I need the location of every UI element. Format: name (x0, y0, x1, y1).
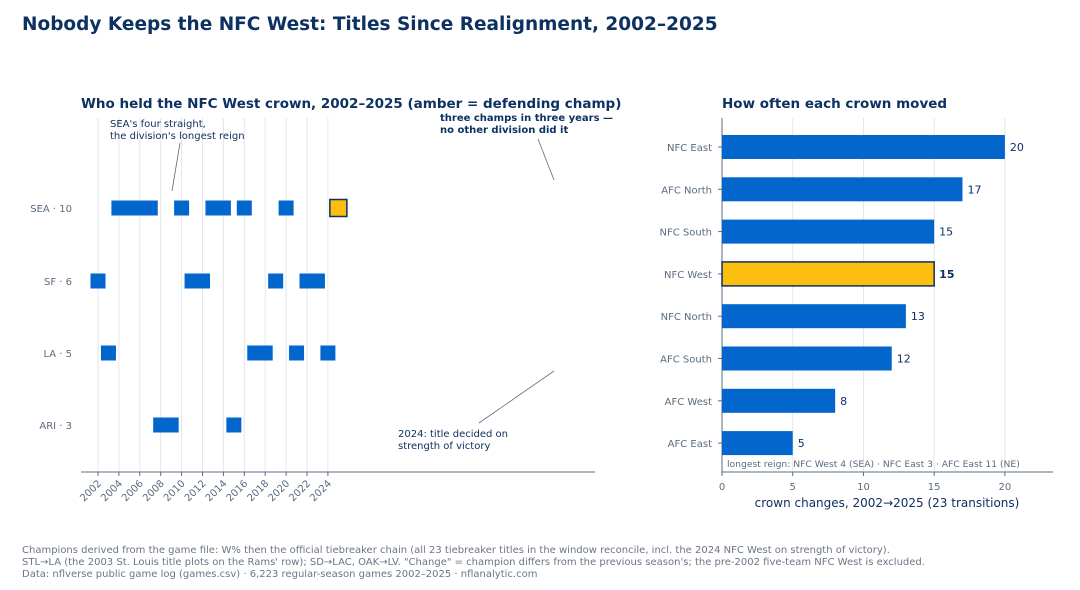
timeline-annotation-text: SEA's four straight, (110, 119, 206, 130)
bar-value-label: 15 (939, 268, 954, 281)
footer-note-3: Data: nflverse public game log (games.cs… (22, 569, 538, 580)
bar-value-label: 17 (967, 183, 981, 196)
bar-x-tick-label: 10 (857, 482, 870, 493)
timeline-row-label: SEA · 10 (30, 204, 72, 215)
timeline-x-tick-label: 2008 (141, 478, 167, 504)
bar-x-tick-label: 5 (790, 482, 796, 493)
title-marker (90, 273, 106, 289)
title-marker (309, 273, 325, 289)
timeline-x-tick-label: 2004 (99, 478, 125, 504)
title-marker (195, 273, 210, 289)
bar-x-tick-label: 15 (928, 482, 941, 493)
bar-category-label: AFC South (660, 355, 712, 366)
title-marker (226, 417, 242, 433)
bar-category-label: NFC West (664, 270, 712, 281)
bar (722, 177, 963, 202)
title-marker (142, 200, 158, 216)
timeline-annotation-text: strength of victory (398, 441, 490, 452)
bar-category-label: NFC East (667, 143, 712, 154)
timeline-annotation-leader (478, 370, 555, 424)
timeline-x-tick-label: 2022 (287, 478, 313, 504)
bar-value-label: 12 (897, 353, 911, 366)
bar (722, 135, 1005, 159)
defending-champ-marker (329, 198, 348, 218)
title-marker (215, 200, 231, 216)
timeline-annotation-text: 2024: title decided on (398, 429, 508, 440)
timeline-x-tick-label: 2014 (204, 478, 230, 504)
bar-category-label: AFC North (661, 185, 712, 196)
bar-value-label: 15 (939, 226, 953, 239)
bar (722, 346, 892, 371)
title-marker (268, 273, 284, 289)
timeline-row-label: ARI · 3 (39, 421, 72, 432)
bar-value-label: 20 (1010, 141, 1024, 154)
title-marker (100, 345, 116, 361)
bar-highlighted (721, 261, 935, 287)
timeline-annotation-text: three champs in three years — (440, 113, 613, 124)
title-marker (278, 200, 294, 216)
timeline-x-tick-label: 2018 (246, 478, 272, 504)
bar-x-tick-label: 20 (999, 482, 1012, 493)
footer-note-2: STL→LA (the 2003 St. Louis title plots o… (22, 557, 925, 568)
timeline-x-tick-label: 2010 (162, 478, 188, 504)
bar (722, 304, 906, 329)
timeline-annotation-text: no other division did it (440, 125, 568, 136)
bar-value-label: 8 (840, 395, 847, 408)
title-marker (289, 345, 305, 361)
main-title: Nobody Keeps the NFC West: Titles Since … (22, 14, 718, 35)
timeline-row-label: SF · 6 (44, 277, 72, 288)
bar-category-label: AFC West (665, 397, 712, 408)
bar-x-axis-label: crown changes, 2002→2025 (23 transitions… (755, 496, 1020, 510)
timeline-x-tick-label: 2024 (308, 478, 334, 504)
title-marker (163, 417, 179, 433)
crown-changes-bar-chart: How often each crown moved 0 5 10 15 20 NFC Ea… (660, 96, 1053, 510)
bar-chart-title: How often each crown moved (722, 96, 947, 112)
timeline-annotation-text: the division's longest reign (110, 131, 245, 142)
timeline-x-tick-label: 2006 (120, 478, 146, 504)
bar-category-label: AFC East (668, 439, 712, 450)
bar-chart-note: longest reign: NFC West 4 (SEA) · NFC Ea… (727, 459, 1020, 470)
timeline-x-tick-label: 2020 (266, 478, 292, 504)
timeline-chart: Who held the NFC West crown, 2002–2025 (… (30, 96, 621, 504)
timeline-row-label: LA · 5 (43, 349, 72, 360)
bar-value-label: 5 (798, 437, 805, 450)
timeline-x-tick-label: 2016 (225, 478, 251, 504)
timeline-annotation-leader (171, 142, 181, 192)
bar (722, 388, 836, 413)
timeline-annotation-leader (537, 138, 555, 181)
bar (722, 219, 935, 244)
bar-x-tick-label: 0 (719, 482, 725, 493)
bar-value-label: 13 (911, 310, 925, 323)
timeline-x-tick-label: 2002 (78, 478, 104, 504)
bar-category-label: NFC South (660, 228, 712, 239)
footer-note-1: Champions derived from the game file: W%… (22, 545, 890, 556)
timeline-x-tick-label: 2012 (183, 478, 209, 504)
title-marker (257, 345, 273, 361)
bar-category-label: NFC North (661, 312, 712, 323)
timeline-title: Who held the NFC West crown, 2002–2025 (… (81, 96, 621, 112)
title-marker (174, 200, 190, 216)
bar (722, 431, 793, 456)
title-marker (236, 200, 252, 216)
title-marker (320, 345, 336, 361)
